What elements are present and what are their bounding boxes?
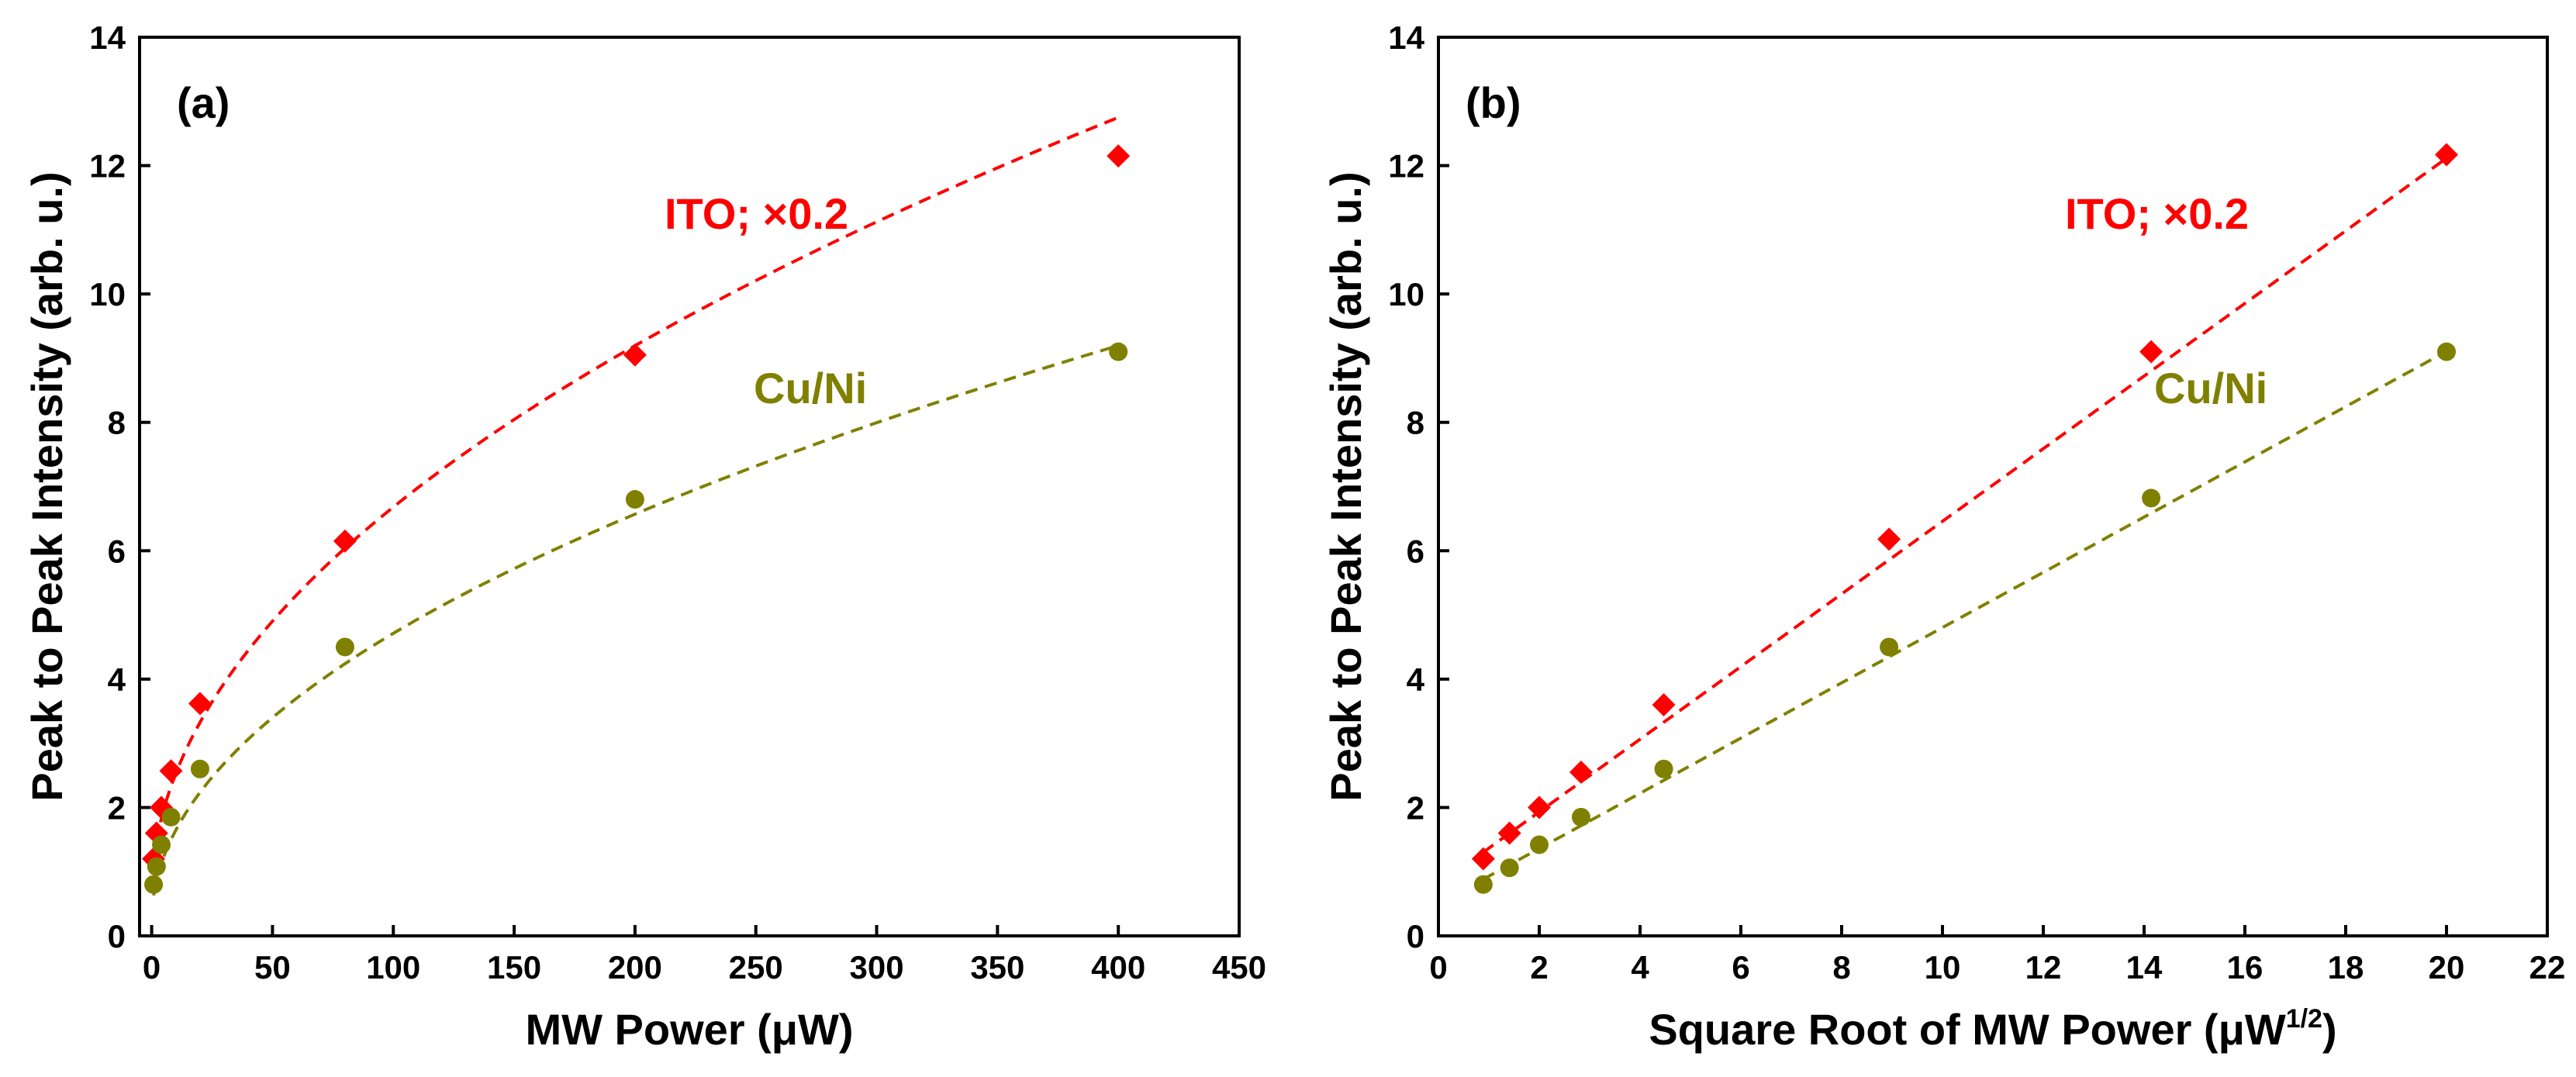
- pa-x-tick-label: 50: [254, 949, 291, 986]
- panel-a-fit-lines: [152, 116, 1119, 896]
- panel-b: 0 2 4 6 8 10 12 14 16 18 20 22 0 2 4 6 8 10 12 14 (b) ITO; …: [1321, 19, 2565, 1054]
- panel-b-x-axis-title-main: Square Root of MW Power (μW: [1649, 1005, 2285, 1054]
- pa-point-cuni: [1109, 342, 1128, 361]
- pa-x-tick-label: 0: [143, 949, 161, 986]
- pb-y-tick-label: 14: [1388, 19, 1424, 56]
- pb-point-cuni: [1880, 637, 1899, 657]
- pa-y-tick-label: 14: [89, 19, 126, 56]
- pa-x-tick-label: 350: [970, 949, 1024, 986]
- panel-a-legend-cuni: Cu/Ni: [754, 364, 867, 413]
- panel-b-legend-ito: ITO; ×0.2: [2065, 189, 2249, 238]
- panel-a-plot-frame: [138, 36, 1241, 937]
- pa-point-cuni: [144, 875, 164, 894]
- pb-fit-line-ito: [1482, 157, 2448, 854]
- pa-point-ito: [333, 529, 357, 553]
- pa-point-ito: [623, 343, 647, 367]
- panel-a-ticks: 0 50 100 150 200 250 300 350 400 450 0 2 4 6 8 10 12 14: [89, 19, 1266, 986]
- panel-b-plot-frame: [1437, 36, 2549, 937]
- pb-point-ito: [1877, 527, 1901, 551]
- pb-y-tick-label: 0: [1407, 918, 1424, 954]
- pa-fit-line-ito: [152, 116, 1119, 862]
- panel-b-legend-cuni: Cu/Ni: [2154, 364, 2267, 413]
- pb-point-cuni: [1571, 807, 1590, 827]
- pa-y-tick-label: 6: [108, 533, 126, 569]
- pa-fit-line-cuni: [152, 343, 1119, 896]
- panel-b-y-axis-title: Peak to Peak Intensity (arb. u.): [1321, 171, 1370, 801]
- pa-x-tick-label: 400: [1091, 949, 1145, 986]
- pb-x-tick-label: 18: [2328, 949, 2364, 986]
- pb-y-tick-label: 2: [1407, 789, 1424, 826]
- pb-x-tick-label: 16: [2227, 949, 2263, 986]
- pa-point-cuni: [147, 857, 166, 876]
- pa-x-tick-label: 200: [608, 949, 662, 986]
- pb-x-tick-label: 4: [1631, 949, 1649, 986]
- pa-point-cuni: [190, 759, 209, 778]
- pa-point-cuni: [161, 807, 181, 827]
- pb-point-cuni: [1500, 858, 1519, 878]
- pa-point-ito: [159, 759, 183, 783]
- pa-point-ito: [188, 692, 212, 716]
- pb-fit-line-cuni: [1482, 350, 2447, 881]
- panel-a-y-axis-title: Peak to Peak Intensity (arb. u.): [22, 171, 71, 801]
- panel-a-legend-ito: ITO; ×0.2: [665, 189, 848, 238]
- pb-x-tick-label: 14: [2126, 949, 2163, 986]
- pb-point-ito: [1652, 692, 1676, 716]
- pb-x-tick-label: 8: [1832, 949, 1850, 986]
- pb-x-tick-label: 22: [2529, 949, 2566, 986]
- pa-point-cuni: [152, 835, 171, 854]
- panel-b-x-axis-title: Square Root of MW Power (μW1/2): [1649, 1004, 2336, 1054]
- pa-x-tick-label: 300: [849, 949, 903, 986]
- pa-x-tick-label: 150: [487, 949, 541, 986]
- pa-y-tick-label: 2: [108, 789, 126, 826]
- pa-x-tick-label: 450: [1212, 949, 1266, 986]
- pa-y-tick-label: 4: [108, 661, 126, 698]
- pb-point-ito: [1528, 796, 1551, 820]
- pb-point-cuni: [1654, 759, 1673, 778]
- pb-point-ito: [2435, 143, 2458, 167]
- pb-point-ito: [2139, 340, 2163, 364]
- pb-y-tick-label: 10: [1388, 276, 1424, 312]
- pb-y-tick-label: 12: [1388, 148, 1424, 185]
- pb-point-cuni: [1473, 875, 1493, 894]
- pb-point-ito: [1471, 847, 1495, 871]
- panel-b-x-axis-title-end: ): [2322, 1005, 2337, 1054]
- pb-point-cuni: [2437, 342, 2456, 361]
- pb-y-tick-label: 4: [1407, 661, 1425, 698]
- pb-x-tick-label: 0: [1429, 949, 1447, 986]
- pb-y-tick-label: 8: [1407, 405, 1424, 441]
- pb-x-tick-label: 20: [2429, 949, 2465, 986]
- panel-b-data-points: [1471, 143, 2458, 894]
- pa-y-tick-label: 10: [89, 276, 126, 312]
- pa-y-tick-label: 8: [108, 405, 126, 441]
- panel-b-x-axis-title-sup: 1/2: [2286, 1004, 2322, 1034]
- panel-a: 0 50 100 150 200 250 300 350 400 450 0 2 4 6 8 10 12 14 (…: [22, 19, 1266, 1054]
- pb-point-cuni: [1530, 835, 1549, 854]
- pb-x-tick-label: 2: [1530, 949, 1548, 986]
- pa-y-tick-label: 12: [89, 148, 126, 185]
- pb-y-tick-label: 6: [1407, 533, 1424, 569]
- pa-y-tick-label: 0: [108, 918, 126, 954]
- panel-b-label: (b): [1466, 78, 1521, 127]
- pb-point-ito: [1569, 760, 1593, 784]
- panel-b-fit-lines: [1482, 157, 2448, 881]
- pb-x-tick-label: 12: [2025, 949, 2062, 986]
- pa-x-tick-label: 100: [366, 949, 420, 986]
- pa-point-cuni: [335, 637, 354, 657]
- pa-point-ito: [1107, 144, 1131, 168]
- panel-a-x-axis-title: MW Power (μW): [525, 1005, 853, 1054]
- panel-a-data-points: [142, 144, 1131, 894]
- pa-point-cuni: [625, 490, 644, 509]
- panel-b-ticks: 0 2 4 6 8 10 12 14 16 18 20 22 0 2 4 6 8 10 12 14: [1388, 19, 2565, 986]
- panel-a-label: (a): [177, 78, 230, 127]
- pb-point-cuni: [2142, 488, 2161, 508]
- pb-point-ito: [1497, 821, 1521, 845]
- pa-x-tick-label: 250: [729, 949, 783, 986]
- pb-x-tick-label: 6: [1732, 949, 1749, 986]
- pb-x-tick-label: 10: [1925, 949, 1961, 986]
